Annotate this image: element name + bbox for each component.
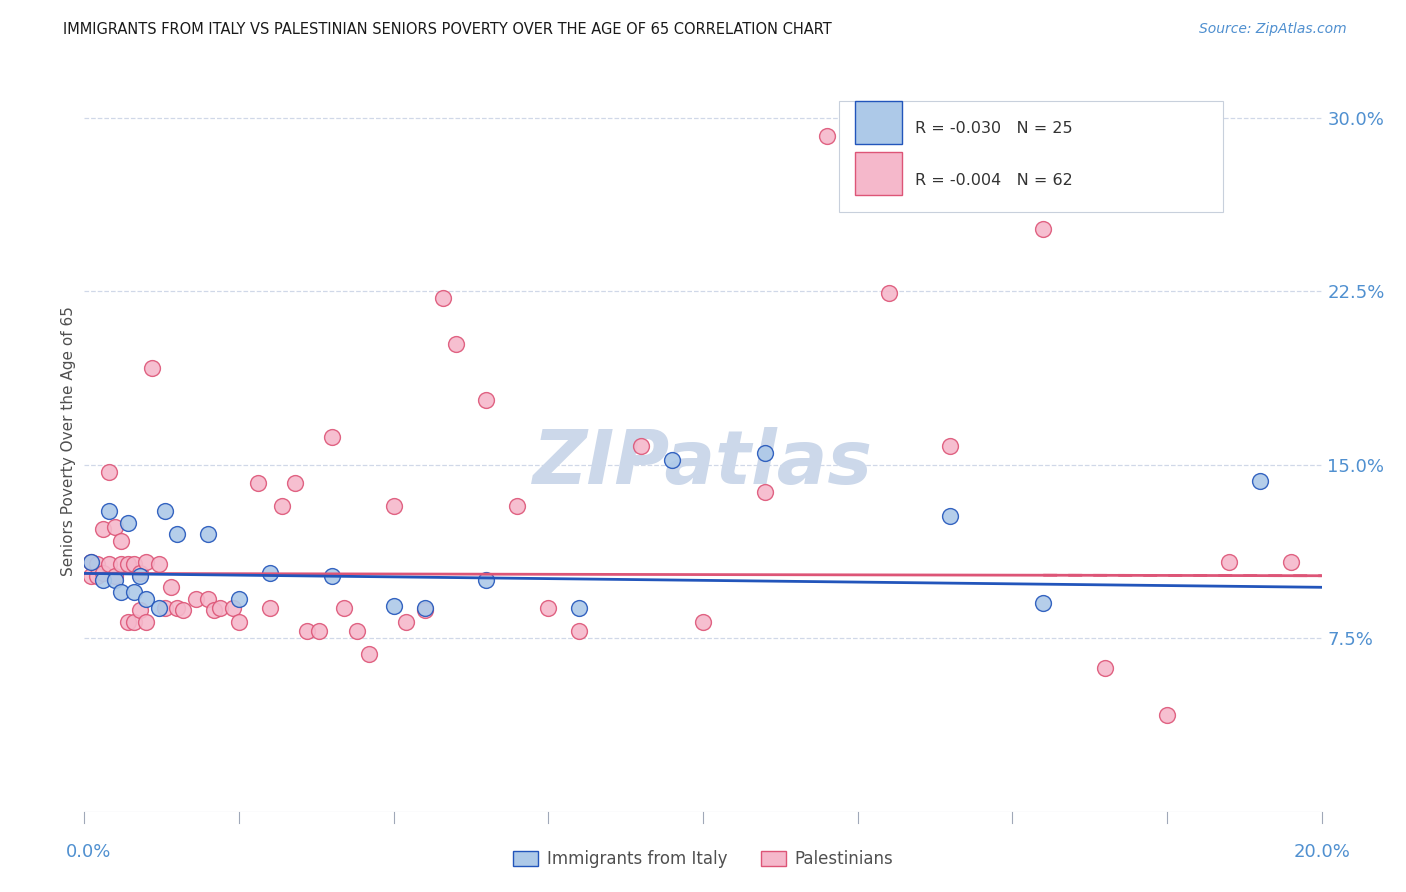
Point [166,601,188,615]
FancyBboxPatch shape [839,101,1223,212]
Point [153,504,176,518]
Point [475,392,498,407]
Point [129,566,152,581]
Point [117,557,139,571]
Text: ZIPatlas: ZIPatlas [533,427,873,500]
Bar [855,101,903,144]
Point [153,601,176,615]
Point [295,624,318,639]
Point [86,557,108,571]
Y-axis label: Seniors Poverty Over the Age of 65: Seniors Poverty Over the Age of 65 [60,307,76,576]
Point [357,648,380,662]
Point [122,615,145,629]
Point [754,485,776,500]
Point [382,500,405,514]
Point [104,568,127,582]
Text: R = -0.004   N = 62: R = -0.004 N = 62 [914,173,1073,188]
Point [98,504,121,518]
Point [110,557,132,571]
Point [117,516,139,530]
Point [1032,597,1054,611]
Point [79,555,101,569]
Legend: Immigrants from Italy, Palestinians: Immigrants from Italy, Palestinians [506,844,900,875]
Point [1032,221,1054,235]
Point [117,615,139,629]
Point [692,615,714,629]
Point [98,465,121,479]
Text: 0.0%: 0.0% [66,843,111,861]
Point [228,591,250,606]
Point [568,601,591,615]
Point [135,591,157,606]
Point [271,500,294,514]
Point [259,601,281,615]
Point [148,557,170,571]
Point [259,566,281,581]
Text: 20.0%: 20.0% [1294,843,1350,861]
Point [160,580,183,594]
Point [148,601,170,615]
Point [184,591,207,606]
Point [413,603,436,617]
Point [568,624,591,639]
Point [444,337,467,351]
Point [79,555,101,569]
Point [333,601,356,615]
Point [110,585,132,599]
Point [202,603,225,617]
Point [321,430,343,444]
Point [135,555,157,569]
Point [79,568,101,582]
Text: IMMIGRANTS FROM ITALY VS PALESTINIAN SENIORS POVERTY OVER THE AGE OF 65 CORRELAT: IMMIGRANTS FROM ITALY VS PALESTINIAN SEN… [63,22,832,37]
Point [129,603,152,617]
Point [754,446,776,460]
Point [308,624,330,639]
Point [475,574,498,588]
Point [104,520,127,534]
Point [110,534,132,549]
Point [321,568,343,582]
Point [939,439,962,453]
Point [228,615,250,629]
Point [815,129,838,144]
Point [86,568,108,582]
Point [877,286,900,301]
Point [172,603,194,617]
Point [939,508,962,523]
Point [432,291,454,305]
Point [395,615,418,629]
Point [1249,474,1271,488]
Point [135,615,157,629]
Point [91,566,114,581]
Point [197,527,219,541]
Bar [855,153,903,195]
Text: R = -0.030   N = 25: R = -0.030 N = 25 [914,121,1073,136]
Point [537,601,560,615]
Point [382,599,405,613]
Point [91,523,114,537]
Point [104,574,127,588]
Point [346,624,368,639]
Point [141,360,163,375]
Point [122,585,145,599]
Point [209,601,232,615]
Point [1279,555,1302,569]
Point [284,476,307,491]
Text: Source: ZipAtlas.com: Source: ZipAtlas.com [1199,22,1347,37]
Point [413,601,436,615]
Point [98,557,121,571]
Point [661,453,683,467]
Point [246,476,269,491]
Point [197,591,219,606]
Point [166,527,188,541]
Point [129,568,152,582]
Point [630,439,652,453]
Point [1156,707,1178,722]
Point [122,557,145,571]
Point [1094,661,1116,675]
Point [1218,555,1240,569]
Point [91,574,114,588]
Point [506,500,529,514]
Point [222,601,245,615]
